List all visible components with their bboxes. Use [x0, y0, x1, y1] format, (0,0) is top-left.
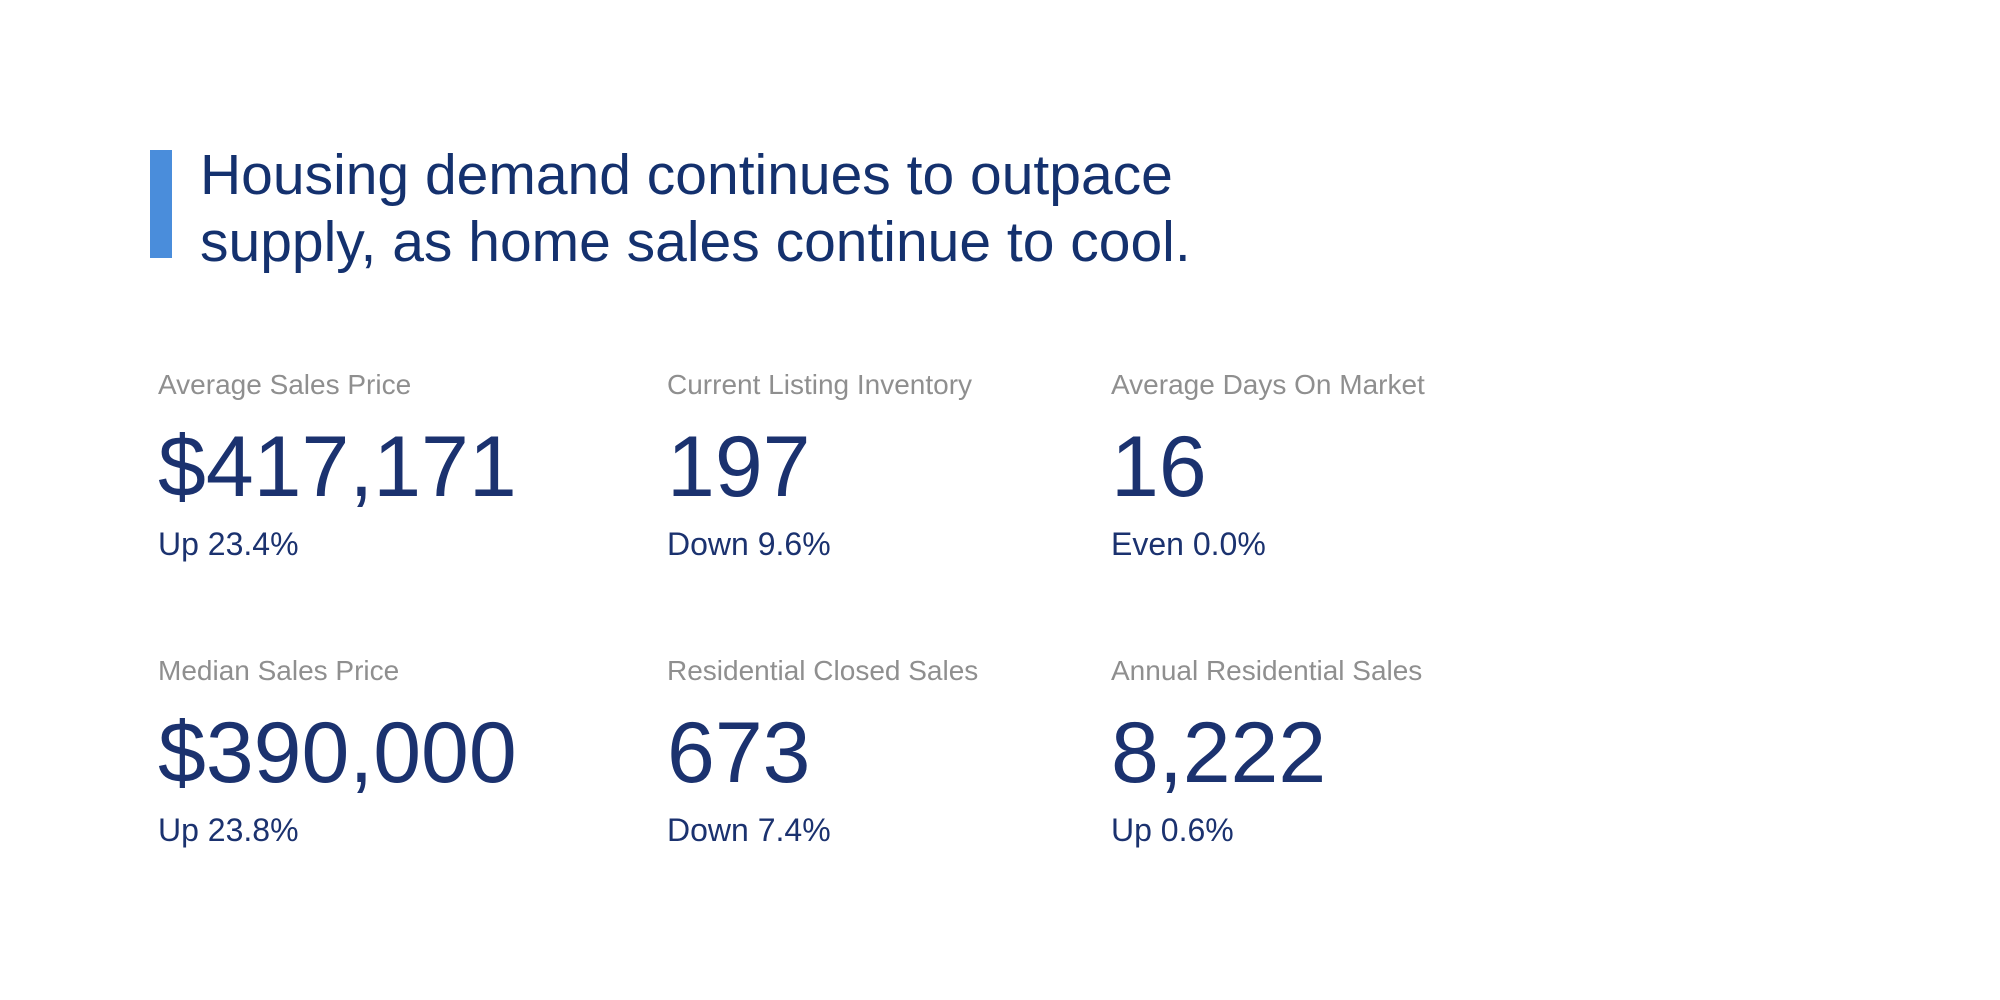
headline: Housing demand continues to outpace supp…: [150, 142, 1191, 276]
stat-label: Residential Closed Sales: [667, 655, 979, 686]
stat-change: Up 0.6%: [1111, 812, 1234, 848]
stat-change: Up 23.8%: [158, 812, 299, 848]
stat-card-average-days-on-market: Average Days On Market 16 Even 0.0%: [1111, 368, 1631, 564]
stat-value: 8,222: [1111, 705, 1327, 801]
stat-change: Even 0.0%: [1111, 526, 1266, 562]
stat-change: Up 23.4%: [158, 526, 299, 562]
stat-card-current-listing-inventory: Current Listing Inventory 197 Down 9.6%: [667, 368, 1111, 564]
stat-card-residential-closed-sales: Residential Closed Sales 673 Down 7.4%: [667, 654, 1111, 850]
stat-value: $390,000: [158, 705, 517, 801]
stats-grid: Average Sales Price $417,171 Up 23.4% Cu…: [158, 368, 1631, 850]
stat-change: Down 9.6%: [667, 526, 831, 562]
stat-label: Annual Residential Sales: [1111, 655, 1423, 686]
stat-value: 673: [667, 705, 811, 801]
headline-accent-bar: [150, 150, 172, 258]
stat-label: Median Sales Price: [158, 655, 400, 686]
stat-label: Current Listing Inventory: [667, 369, 973, 400]
stat-label: Average Days On Market: [1111, 369, 1425, 400]
headline-line-1: Housing demand continues to outpace: [200, 143, 1173, 207]
stat-value: 197: [667, 419, 811, 515]
stat-value: 16: [1111, 419, 1207, 515]
headline-text: Housing demand continues to outpace supp…: [200, 142, 1191, 276]
stat-card-median-sales-price: Median Sales Price $390,000 Up 23.8%: [158, 654, 667, 850]
stat-card-average-sales-price: Average Sales Price $417,171 Up 23.4%: [158, 368, 667, 564]
stat-label: Average Sales Price: [158, 369, 412, 400]
stat-change: Down 7.4%: [667, 812, 831, 848]
headline-line-2: supply, as home sales continue to cool.: [200, 210, 1191, 274]
stat-card-annual-residential-sales: Annual Residential Sales 8,222 Up 0.6%: [1111, 654, 1631, 850]
stat-value: $417,171: [158, 419, 517, 515]
